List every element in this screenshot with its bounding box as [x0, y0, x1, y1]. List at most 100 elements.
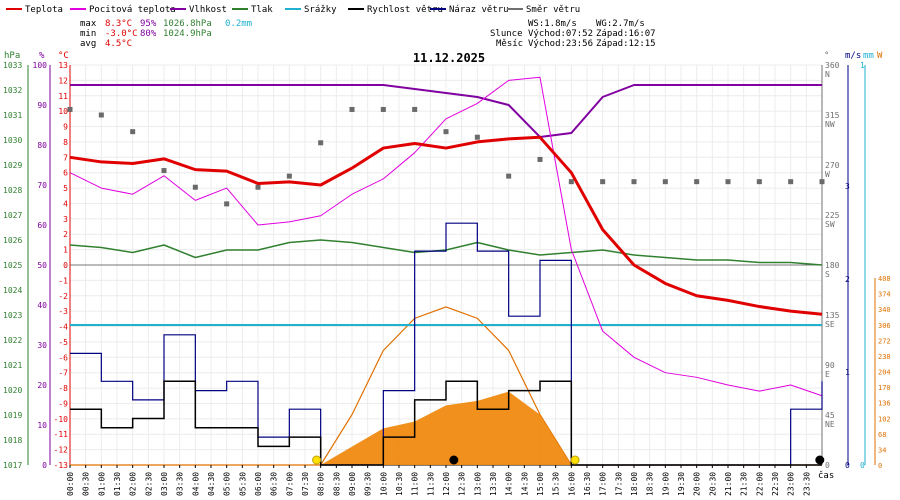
direction-tick-label: 270	[825, 161, 840, 170]
wind-direction-point	[192, 184, 198, 190]
temperature-tick-label: -1	[58, 276, 68, 285]
time-label: 02:30	[144, 472, 153, 496]
humidity-tick-label: 10	[37, 421, 47, 430]
wind-direction-point	[662, 179, 668, 185]
temperature-tick-label: -9	[58, 399, 68, 408]
legend-label: Náraz větru	[449, 5, 509, 15]
humidity-tick-label: 70	[37, 181, 47, 190]
humidity-tick-label: 60	[37, 221, 47, 230]
legend-item-rain: Srážky	[285, 5, 337, 15]
legend-label: Pocitová teplota	[89, 5, 176, 15]
plot-area	[67, 76, 825, 466]
wind-direction-point	[318, 140, 324, 146]
wind-tick-label: 0	[845, 461, 850, 470]
stats-avg-label: avg	[80, 39, 96, 49]
temperature-tick-label: 7	[63, 153, 68, 162]
legend-label: Směr větru	[526, 5, 580, 15]
time-label: 04:00	[191, 472, 200, 496]
wind-direction-point	[537, 156, 543, 162]
wind-direction-point	[788, 179, 794, 185]
legend-label: Tlak	[251, 5, 273, 15]
pressure-tick-label: 1031	[3, 111, 22, 120]
direction-tick-label: 360	[825, 61, 840, 70]
direction-tick-label: 180	[825, 261, 840, 270]
temperature-tick-label: -10	[54, 415, 69, 424]
direction-tick-label: 45	[825, 411, 835, 420]
time-label: 06:30	[270, 472, 279, 496]
wind-tick-label: 1	[845, 368, 850, 377]
stats-block: max 8.3°C 95% 1026.8hPa 0.2mm min -3.0°C…	[80, 19, 252, 49]
time-label: 11:00	[411, 472, 420, 496]
time-label: 19:30	[677, 472, 686, 496]
legend-label: Teplota	[25, 5, 63, 15]
humidity-tick-label: 100	[33, 61, 48, 70]
solar-tick-label: 34	[878, 446, 886, 454]
stats-max-label: max	[80, 19, 97, 29]
stats-rain: 0.2mm	[225, 19, 252, 29]
time-label: 07:30	[301, 472, 310, 496]
temperature-tick-label: 1	[63, 246, 68, 255]
wind-speed-line	[70, 380, 822, 466]
unit-solar: W	[877, 51, 883, 61]
direction-tick-name: E	[825, 370, 830, 379]
pressure-tick-label: 1026	[3, 236, 22, 245]
wind-direction-point	[349, 106, 355, 112]
time-label: 00:00	[66, 472, 75, 496]
time-label: 12:30	[458, 472, 467, 496]
humidity-tick-label: 90	[37, 101, 47, 110]
astro-moonset: Západ:12:15	[596, 39, 656, 49]
time-label: 21:00	[724, 472, 733, 496]
temperature-tick-label: 12	[58, 76, 68, 85]
time-label: 00:30	[82, 472, 91, 496]
time-label: 09:30	[364, 472, 373, 496]
time-label: 23:30	[802, 472, 811, 496]
wind-direction-point	[412, 106, 418, 112]
direction-tick-label: 135	[825, 311, 840, 320]
wind-direction-point	[568, 179, 574, 185]
wind-tick-label: 3	[845, 182, 850, 191]
solar-tick-label: 0	[878, 462, 882, 470]
temperature-tick-label: 0	[63, 261, 68, 270]
time-label: 22:30	[771, 472, 780, 496]
wind-direction-point	[474, 134, 480, 140]
time-label: 02:00	[129, 472, 138, 496]
wind-direction-point	[380, 106, 386, 112]
pressure-tick-label: 1030	[3, 136, 22, 145]
time-label: 08:30	[332, 472, 341, 496]
wind-direction-point	[756, 179, 762, 185]
sunset-marker	[570, 455, 580, 465]
temperature-tick-label: 13	[58, 61, 68, 70]
temperature-tick-label: -7	[58, 369, 68, 378]
time-label: 01:00	[97, 472, 106, 496]
pressure-tick-label: 1018	[3, 436, 22, 445]
pressure-tick-label: 1024	[3, 286, 22, 295]
pressure-tick-label: 1032	[3, 86, 22, 95]
humidity-tick-label: 0	[42, 461, 47, 470]
time-label: 15:30	[552, 472, 561, 496]
wind-direction-point	[286, 173, 292, 179]
moonset-marker	[449, 455, 459, 465]
wind-direction-point	[224, 201, 230, 207]
legend-item-pressure: Tlak	[232, 5, 273, 15]
wind-direction-point	[443, 129, 449, 135]
time-label: 18:00	[630, 472, 639, 496]
solar-tick-label: 340	[878, 306, 891, 314]
time-label: 03:30	[176, 472, 185, 496]
direction-tick-name: W	[825, 170, 830, 179]
time-label: 14:00	[505, 472, 514, 496]
stats-max-humidity: 95%	[140, 19, 157, 29]
pressure-tick-label: 1033	[3, 61, 22, 70]
humidity-tick-label: 50	[37, 261, 47, 270]
temperature-line	[69, 135, 823, 316]
direction-tick-name: S	[825, 270, 830, 279]
stats-min-temp: -3.0°C	[105, 29, 138, 39]
wind-direction-point	[506, 173, 512, 179]
direction-tick-label: 90	[825, 361, 835, 370]
temperature-tick-label: 9	[63, 123, 68, 132]
temperature-tick-label: -4	[58, 323, 68, 332]
temperature-tick-label: 6	[63, 169, 68, 178]
solar-tick-label: 102	[878, 415, 891, 423]
astro-wg: WG:2.7m/s	[596, 19, 645, 29]
humidity-tick-label: 30	[37, 341, 47, 350]
astro-ws: WS:1.8m/s	[528, 19, 577, 29]
